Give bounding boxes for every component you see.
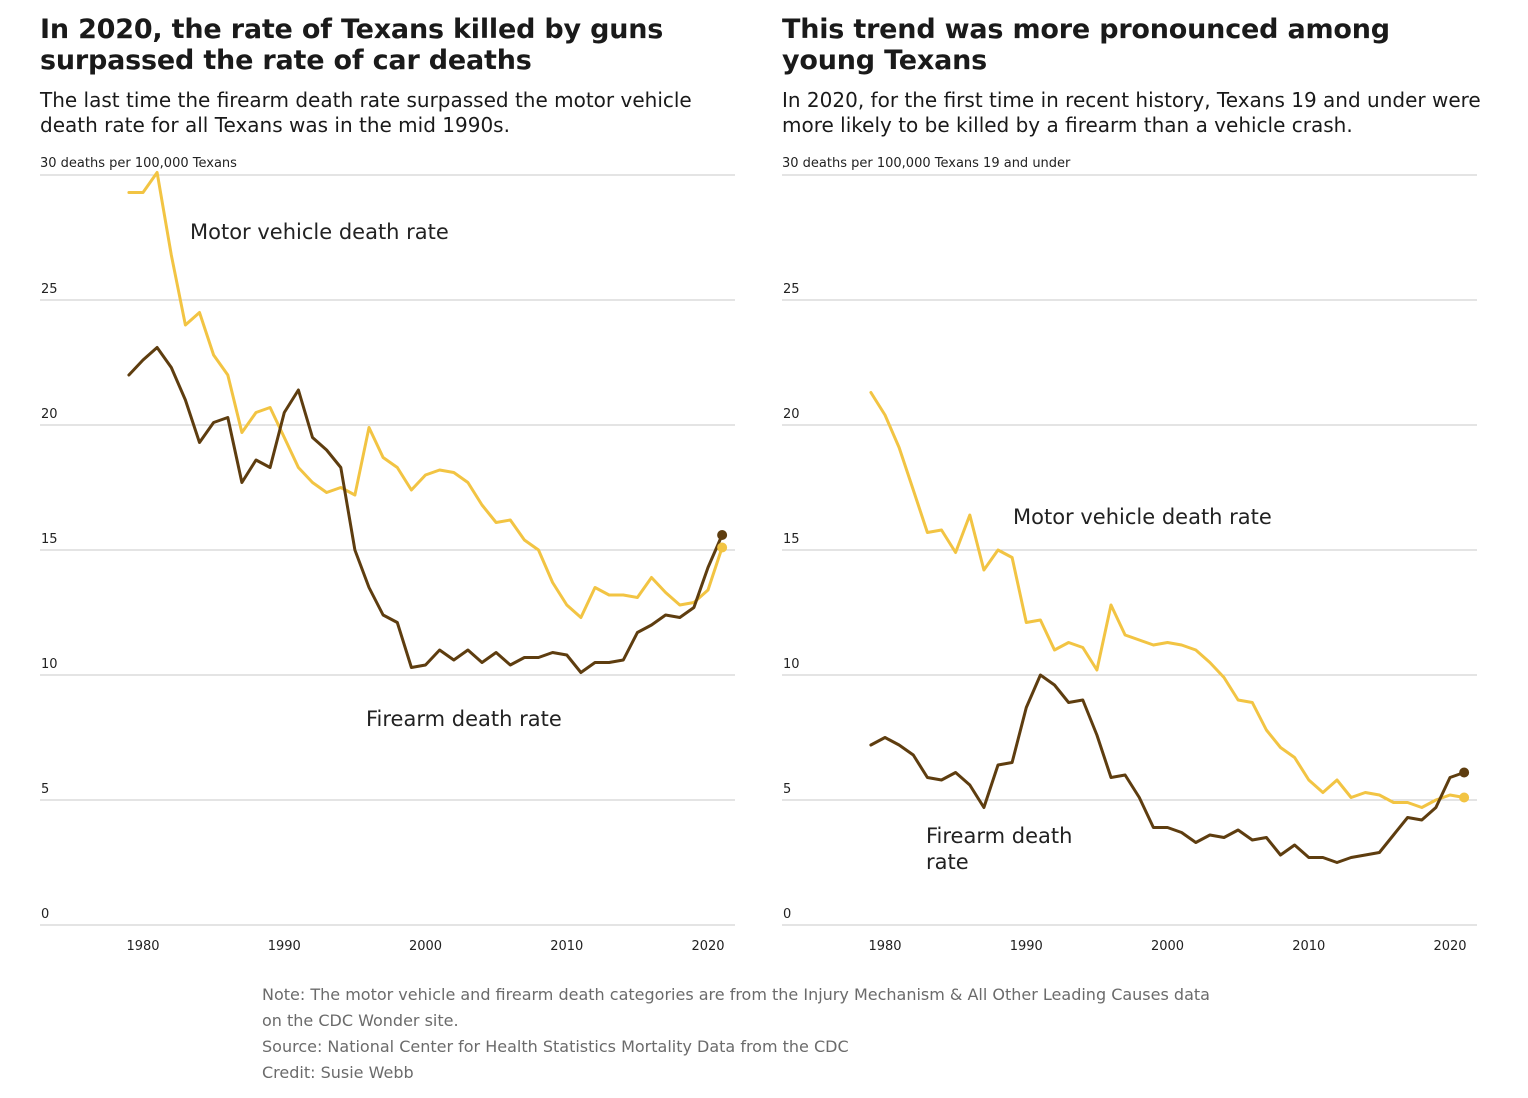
right-firearm-line: [869, 673, 1466, 864]
chart-notes: Note: The motor vehicle and firearm deat…: [262, 982, 1262, 1086]
left-y-tick-15: 15: [41, 532, 58, 547]
right-chart-header: This trend was more pronounced among you…: [782, 14, 1482, 138]
left-firearm-end-dot: [717, 530, 728, 540]
right-y-tick-20: 20: [783, 407, 800, 422]
left-motor-vehicle-line: [127, 171, 724, 619]
left-unit-label: 30 deaths per 100,000 Texans: [40, 156, 237, 171]
right-chart: 30 deaths per 100,000 Texans 19 and unde…: [782, 156, 1477, 954]
right-y-tick-5: 5: [783, 782, 791, 797]
left-y-tick-5: 5: [41, 782, 49, 797]
left-chart: 30 deaths per 100,000 Texans 0510152025 …: [40, 156, 735, 954]
right-x-tick-2020: 2020: [1433, 939, 1466, 954]
right-y-tick-25: 25: [783, 282, 800, 297]
left-motor-vehicle-end-dot: [717, 542, 728, 553]
left-firearm-line: [127, 346, 724, 674]
left-series: [127, 171, 728, 674]
left-y-tick-0: 0: [41, 907, 49, 922]
right-y-tick-15: 15: [783, 532, 800, 547]
credit-line: Credit: Susie Webb: [262, 1063, 414, 1082]
source-line: Source: National Center for Health Stati…: [262, 1037, 849, 1056]
right-x-tick-2000: 2000: [1151, 939, 1184, 954]
right-y-ticks: 0 5 10 15 20 25: [783, 282, 800, 922]
right-x-ticks: 1980 1990 2000 2010 2020: [868, 939, 1466, 954]
left-y-tick-20: 20: [41, 407, 58, 422]
charts-canvas: 30 deaths per 100,000 Texans 0510152025 …: [40, 156, 1477, 954]
right-motor-vehicle-end-dot: [1459, 792, 1470, 803]
note-line-1: Note: The motor vehicle and firearm deat…: [262, 985, 1210, 1004]
right-firearm-end-dot: [1459, 767, 1470, 778]
right-x-tick-2010: 2010: [1292, 939, 1325, 954]
left-x-tick-1990: 1990: [268, 939, 301, 954]
left-y-ticks: 0 5 10 15 20 25: [41, 282, 58, 922]
left-chart-subtitle: The last time the firearm death rate sur…: [40, 88, 692, 137]
right-firearm-label-line1: Firearm death: [926, 824, 1072, 848]
right-y-tick-0: 0: [783, 907, 791, 922]
right-motor-vehicle-label: Motor vehicle death rate: [1013, 505, 1272, 529]
right-chart-subtitle: In 2020, for the first time in recent hi…: [782, 88, 1481, 137]
right-series: [869, 391, 1470, 864]
left-motor-vehicle-label: Motor vehicle death rate: [190, 220, 449, 244]
right-unit-label: 30 deaths per 100,000 Texans 19 and unde…: [782, 156, 1071, 171]
left-x-ticks: 1980 1990 2000 2010 2020: [126, 939, 724, 954]
right-firearm-label-line2: rate: [926, 850, 969, 874]
left-y-tick-10: 10: [41, 657, 58, 672]
left-grid: [40, 174, 735, 926]
left-chart-header: In 2020, the rate of Texans killed by gu…: [40, 14, 740, 138]
note-line-2: on the CDC Wonder site.: [262, 1011, 459, 1030]
right-y-tick-10: 10: [783, 657, 800, 672]
left-x-tick-2020: 2020: [691, 939, 724, 954]
right-chart-title: This trend was more pronounced among you…: [782, 14, 1390, 76]
left-y-tick-25: 25: [41, 282, 58, 297]
left-x-tick-2000: 2000: [409, 939, 442, 954]
left-firearm-label: Firearm death rate: [366, 707, 562, 731]
right-motor-vehicle-line: [869, 391, 1466, 809]
right-x-tick-1980: 1980: [868, 939, 901, 954]
left-chart-title: In 2020, the rate of Texans killed by gu…: [40, 14, 664, 76]
left-x-tick-2010: 2010: [550, 939, 583, 954]
right-x-tick-1990: 1990: [1010, 939, 1043, 954]
left-x-tick-1980: 1980: [126, 939, 159, 954]
right-grid: [782, 174, 1477, 926]
